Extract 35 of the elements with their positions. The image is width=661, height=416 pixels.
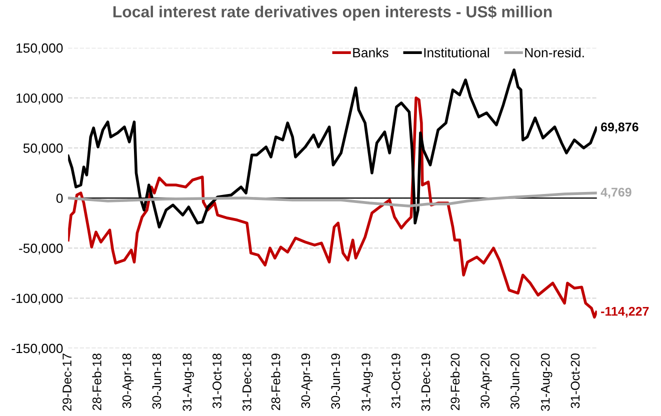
y-tick-label: -100,000 xyxy=(12,294,63,305)
x-tick-label: 31-Oct-20 xyxy=(570,354,580,408)
x-tick-label: 29-Feb-20 xyxy=(450,354,460,410)
x-tick-label: 31-Aug-19 xyxy=(362,354,373,411)
x-tick-label: 30-Apr-20 xyxy=(480,354,492,408)
x-tick-label: 28-Feb-18 xyxy=(92,354,102,410)
y-tick-label: 50,000 xyxy=(23,144,63,154)
x-tick-label: 31-Dec-18 xyxy=(242,354,252,411)
x-tick-label: 30-Apr-18 xyxy=(122,354,134,408)
line-series xyxy=(68,68,597,228)
y-tick-label: 150,000 xyxy=(16,43,63,54)
y-tick-label: 100,000 xyxy=(16,93,63,104)
x-tick-label: 31-Oct-18 xyxy=(212,354,222,408)
legend-label: Banks xyxy=(353,48,388,58)
legend-label: Institutional xyxy=(424,48,489,58)
x-tick-label: 31-Aug-18 xyxy=(182,354,194,411)
x-tick-label: 30-Jun-19 xyxy=(331,354,340,409)
legend-label: Non-resid. xyxy=(525,48,584,58)
y-tick-label: -150,000 xyxy=(12,344,63,355)
line-series xyxy=(68,192,597,208)
x-tick-label: 30-Jun-20 xyxy=(510,354,520,409)
annotation: -114,227 xyxy=(601,306,649,318)
y-tick-label: 0 xyxy=(56,194,63,203)
annotation: 69,876 xyxy=(601,122,638,134)
x-tick-label: 30-Jun-18 xyxy=(152,354,162,409)
x-tick-label: 30-Apr-19 xyxy=(301,354,313,408)
annotation: 4,769 xyxy=(600,188,632,198)
x-tick-label: 29-Dec-17 xyxy=(62,354,72,411)
x-tick-label: 31-Oct-19 xyxy=(391,354,400,408)
x-tick-label: 28-Feb-19 xyxy=(271,354,280,410)
chart-title: Local interest rate derivatives open interests - US$ million xyxy=(113,5,552,21)
line-series xyxy=(68,96,597,319)
x-tick-label: 31-Aug-20 xyxy=(540,354,552,411)
y-tick-label: -50,000 xyxy=(19,244,63,255)
x-tick-label: 31-Dec-19 xyxy=(421,354,430,411)
